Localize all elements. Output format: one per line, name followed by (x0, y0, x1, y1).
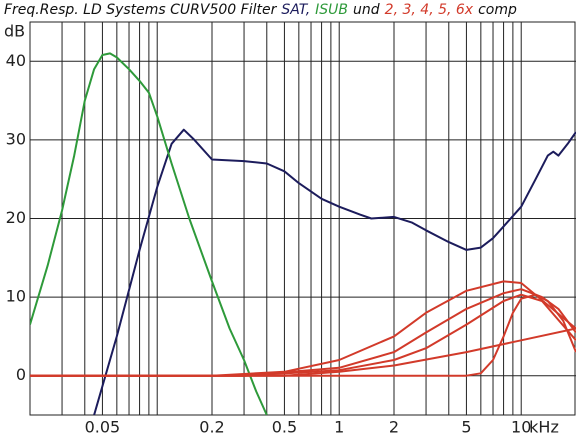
x-tick-label: 5 (461, 418, 471, 436)
x-tick-label: 0.5 (272, 418, 297, 436)
title-part: ISUB (315, 2, 348, 18)
y-axis-label: dB (4, 22, 25, 41)
x-tick-label: 1 (334, 418, 344, 436)
y-tick-label: 10 (6, 287, 26, 306)
y-tick-label: 30 (6, 129, 26, 148)
x-axis-label: kHz (529, 418, 559, 436)
chart-title: Freq.Resp. LD Systems CURV500 Filter SAT,… (4, 2, 517, 18)
series-line (30, 280, 576, 377)
y-tick-label: 40 (6, 51, 26, 70)
x-tick-label: 2 (389, 418, 399, 436)
plot-frame (29, 21, 576, 416)
x-tick-label: 0.2 (199, 418, 224, 436)
title-part: und (353, 2, 380, 18)
series-line (30, 52, 268, 415)
title-part: Freq.Resp. LD Systems CURV500 Filter (4, 2, 278, 18)
series-line (30, 293, 576, 377)
title-part: comp (478, 2, 517, 18)
x-tick-label: 0.05 (85, 418, 121, 436)
x-tick-label: 10 (511, 418, 531, 436)
series-line (30, 293, 576, 377)
y-tick-label: 0 (16, 365, 26, 384)
title-part: 2, 3, 4, 5, 6x (385, 2, 474, 18)
title-part: SAT, (281, 2, 310, 18)
y-tick-label: 20 (6, 208, 26, 227)
series-line (93, 128, 576, 415)
